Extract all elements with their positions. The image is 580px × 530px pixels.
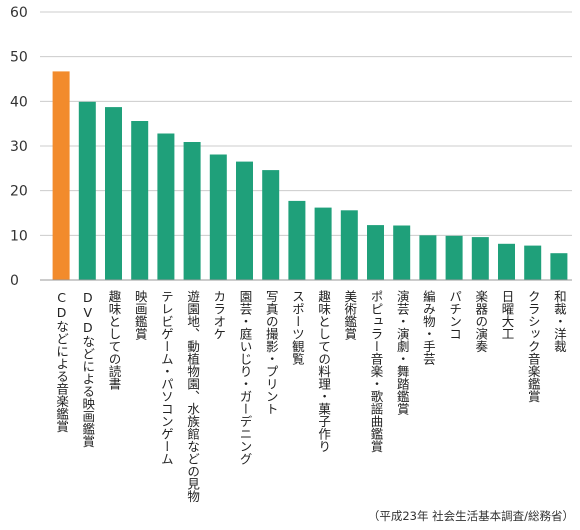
category-label: 映画鑑賞 (132, 290, 148, 340)
category-label: スポーツ観覧 (289, 290, 305, 365)
category-label: 和裁・洋裁 (551, 290, 567, 353)
category-label: CDなどによる音楽鑑賞 (54, 290, 70, 433)
y-tick-label: 60 (10, 5, 28, 21)
y-axis-ticks: 0 10 20 30 40 50 60 (10, 5, 28, 289)
bar-1 (52, 71, 70, 281)
bar-4 (131, 121, 149, 280)
bars (52, 71, 568, 281)
category-label: テレビゲーム・パソコンゲーム (158, 290, 174, 465)
bar-11 (314, 207, 332, 280)
category-label: 遊園地、動植物園、水族館などの見物 (185, 290, 201, 503)
bar-6 (183, 142, 201, 280)
y-tick-label: 10 (10, 228, 28, 244)
category-label: 園芸・庭いじり・ガーデニング (237, 290, 253, 465)
category-label: 楽器の演奏 (473, 290, 489, 353)
gridlines (40, 11, 572, 236)
bar-5 (157, 133, 175, 280)
category-label: 写真の撮影・プリント (263, 290, 279, 415)
category-label: カラオケ (211, 290, 227, 340)
y-tick-label: 0 (10, 273, 19, 289)
bar-20 (550, 253, 568, 280)
bar-18 (498, 243, 515, 280)
category-label: DVDなどによる映画鑑賞 (80, 290, 96, 448)
bar-19 (524, 245, 542, 280)
bar-16 (445, 235, 463, 280)
category-label: 趣味としての読書 (106, 290, 122, 390)
y-tick-label: 40 (10, 94, 28, 110)
bar-15 (419, 235, 437, 280)
bar-7 (209, 154, 227, 280)
category-label: 趣味としての料理・菓子作り (316, 290, 332, 453)
category-label: クラシック音楽鑑賞 (525, 290, 541, 403)
bar-9 (262, 170, 280, 280)
category-label: ポピュラー音楽・歌謡曲鑑賞 (368, 290, 384, 453)
bar-13 (367, 225, 384, 280)
bar-8 (236, 161, 253, 280)
bar-17 (471, 237, 489, 280)
source-note: （平成23年 社会生活基本調査/総務省） (367, 509, 574, 523)
bar-2 (78, 101, 96, 280)
y-tick-label: 20 (10, 184, 28, 200)
bar-3 (105, 107, 122, 280)
category-label: 日曜大工 (499, 290, 515, 340)
category-label: 編み物・手芸 (420, 290, 436, 365)
category-label: パチンコ (447, 290, 463, 340)
category-label: 演芸・演劇・舞踏鑑賞 (394, 290, 410, 415)
category-label: 美術鑑賞 (342, 290, 358, 340)
y-tick-label: 50 (10, 50, 28, 66)
bar-14 (393, 225, 411, 280)
bar-12 (340, 210, 358, 280)
y-tick-label: 30 (10, 139, 28, 155)
bar-10 (288, 200, 306, 280)
